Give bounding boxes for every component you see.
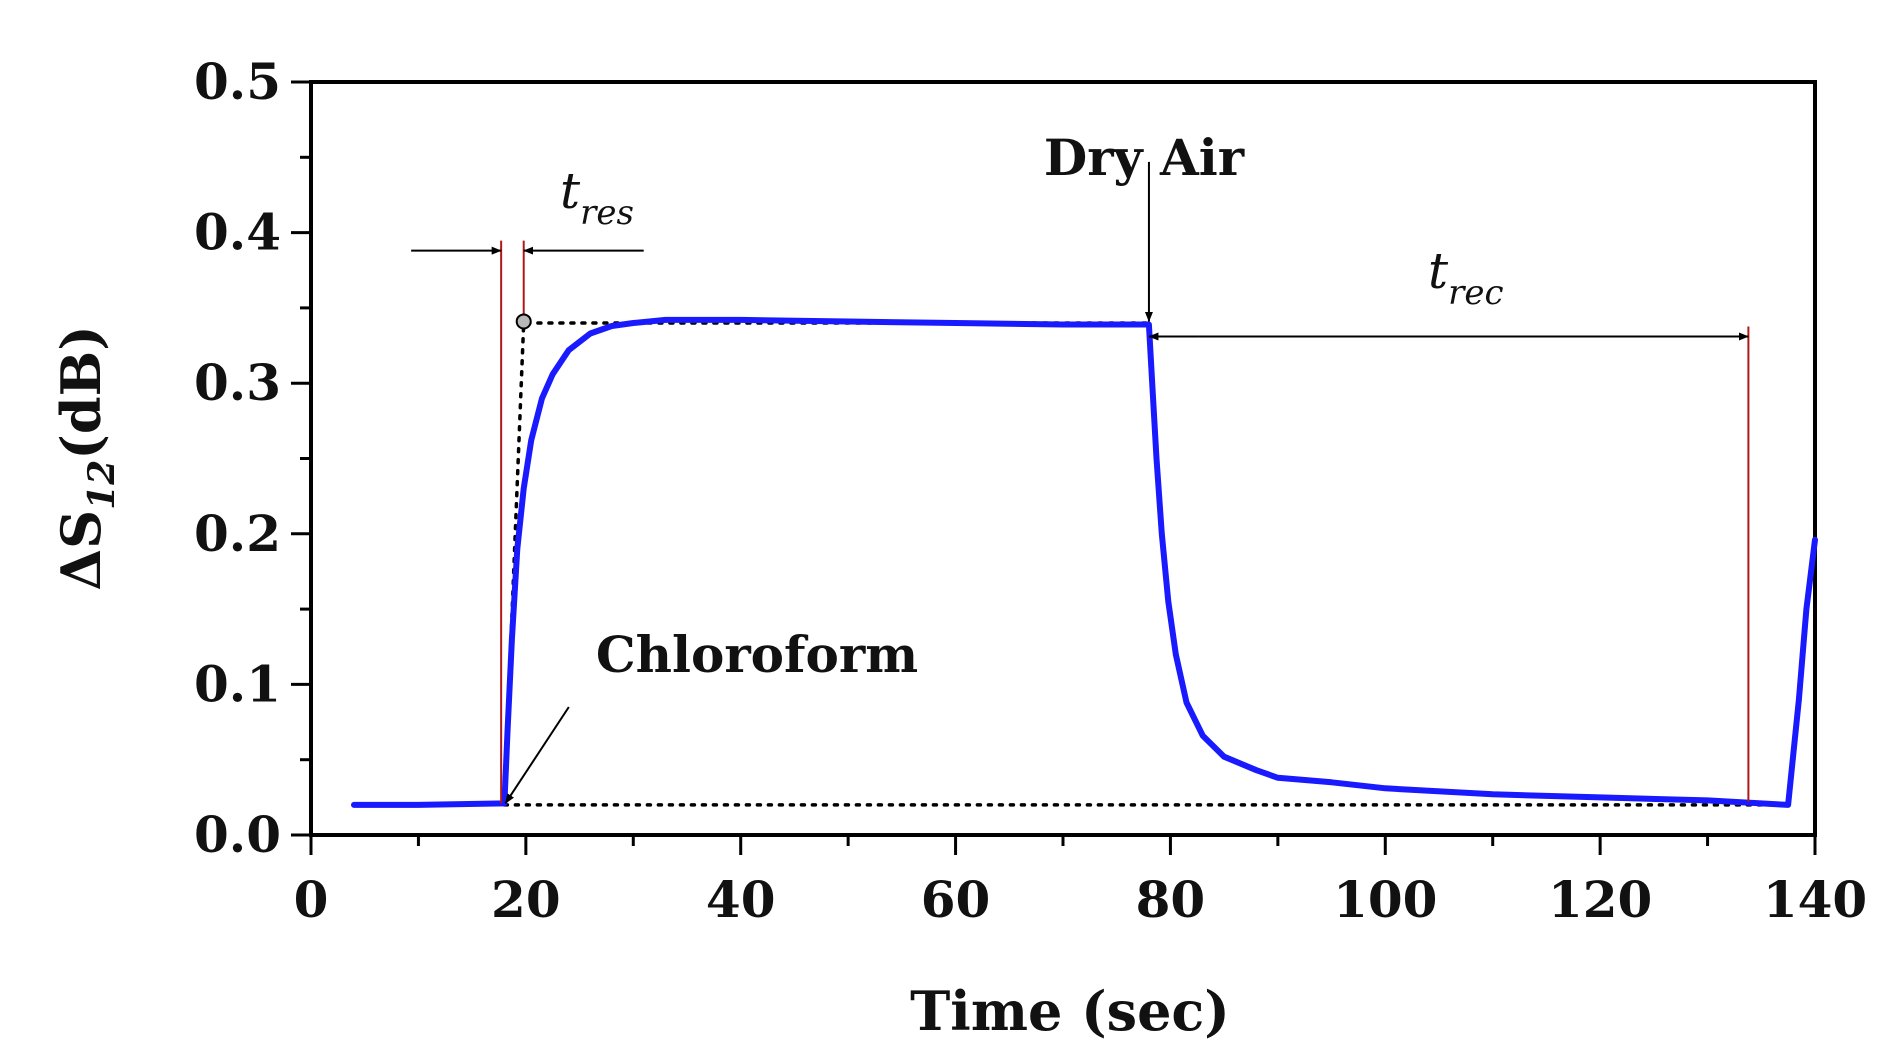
t-rec-label: trec (1428, 242, 1504, 313)
x-tick-label-40: 40 (706, 870, 776, 929)
t-res-sub: res (580, 193, 634, 233)
series-line-0 (351, 316, 1818, 808)
x-tick-label-120: 120 (1548, 870, 1652, 929)
chloroform-arrow (504, 706, 570, 804)
x-tick-label-60: 60 (921, 870, 991, 929)
dry-air-label: Dry Air (1044, 128, 1245, 187)
annotation-lines (411, 161, 1750, 804)
t-rec-sub: rec (1448, 273, 1503, 313)
axis-ticks (291, 80, 1817, 855)
y-axis-title-prefix: ΔS (49, 510, 113, 591)
x-tick-label-20: 20 (491, 870, 561, 929)
x-tick-label-140: 140 (1763, 870, 1867, 929)
x-tick-label-100: 100 (1333, 870, 1437, 929)
y-tick-label-2: 0.2 (194, 504, 281, 563)
y-tick-label-0: 0.0 (194, 805, 281, 864)
t-res-label: tres (560, 162, 634, 233)
chloroform-label: Chloroform (596, 625, 918, 684)
y-tick-label-4: 0.4 (194, 203, 281, 262)
y-tick-label-5: 0.5 (194, 52, 281, 111)
plot-frame (309, 80, 1817, 837)
y-axis-title-subscript: 12 (81, 460, 123, 510)
t-res-main: t (560, 162, 581, 220)
x-tick-label-0: 0 (294, 870, 329, 929)
y-axis-title-suffix: (dB) (49, 325, 113, 460)
series-layer (351, 316, 1818, 808)
x-tick-label-80: 80 (1136, 870, 1206, 929)
ref-line-ideal-step-upper (502, 321, 1151, 806)
y-axis-title: ΔS12(dB) (49, 325, 123, 591)
step-point-marker (515, 313, 532, 330)
y-tick-label-1: 0.1 (194, 654, 281, 713)
y-tick-label-3: 0.3 (194, 353, 281, 412)
axis-tick-labels: 0 20 40 60 80 100 120 140 0.0 0.1 0.2 0.3 0.4 0.5 (194, 52, 1867, 929)
x-axis-title: Time (sec) (910, 979, 1230, 1043)
reference-lines (502, 321, 1790, 807)
t-rec-main: t (1428, 242, 1449, 300)
